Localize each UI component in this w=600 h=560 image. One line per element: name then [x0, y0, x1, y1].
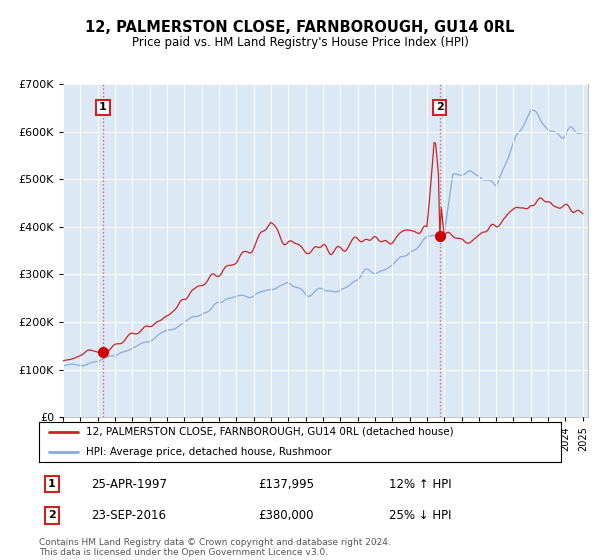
Text: 1: 1	[48, 479, 56, 489]
Text: £380,000: £380,000	[258, 509, 314, 522]
Text: 12% ↑ HPI: 12% ↑ HPI	[389, 478, 451, 491]
Text: 1: 1	[99, 102, 107, 113]
Text: 2: 2	[436, 102, 443, 113]
Text: £137,995: £137,995	[258, 478, 314, 491]
Text: 2: 2	[48, 510, 56, 520]
Text: Price paid vs. HM Land Registry's House Price Index (HPI): Price paid vs. HM Land Registry's House …	[131, 36, 469, 49]
Text: 25-APR-1997: 25-APR-1997	[91, 478, 167, 491]
Text: 25% ↓ HPI: 25% ↓ HPI	[389, 509, 451, 522]
Text: HPI: Average price, detached house, Rushmoor: HPI: Average price, detached house, Rush…	[86, 447, 331, 457]
Text: 12, PALMERSTON CLOSE, FARNBOROUGH, GU14 0RL: 12, PALMERSTON CLOSE, FARNBOROUGH, GU14 …	[85, 20, 515, 35]
Text: 12, PALMERSTON CLOSE, FARNBOROUGH, GU14 0RL (detached house): 12, PALMERSTON CLOSE, FARNBOROUGH, GU14 …	[86, 427, 454, 437]
Text: 23-SEP-2016: 23-SEP-2016	[91, 509, 166, 522]
Text: Contains HM Land Registry data © Crown copyright and database right 2024.
This d: Contains HM Land Registry data © Crown c…	[39, 538, 391, 557]
